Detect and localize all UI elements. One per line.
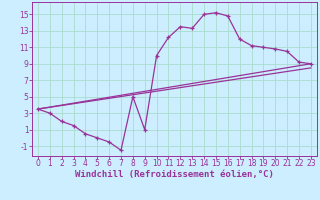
X-axis label: Windchill (Refroidissement éolien,°C): Windchill (Refroidissement éolien,°C) — [75, 170, 274, 179]
